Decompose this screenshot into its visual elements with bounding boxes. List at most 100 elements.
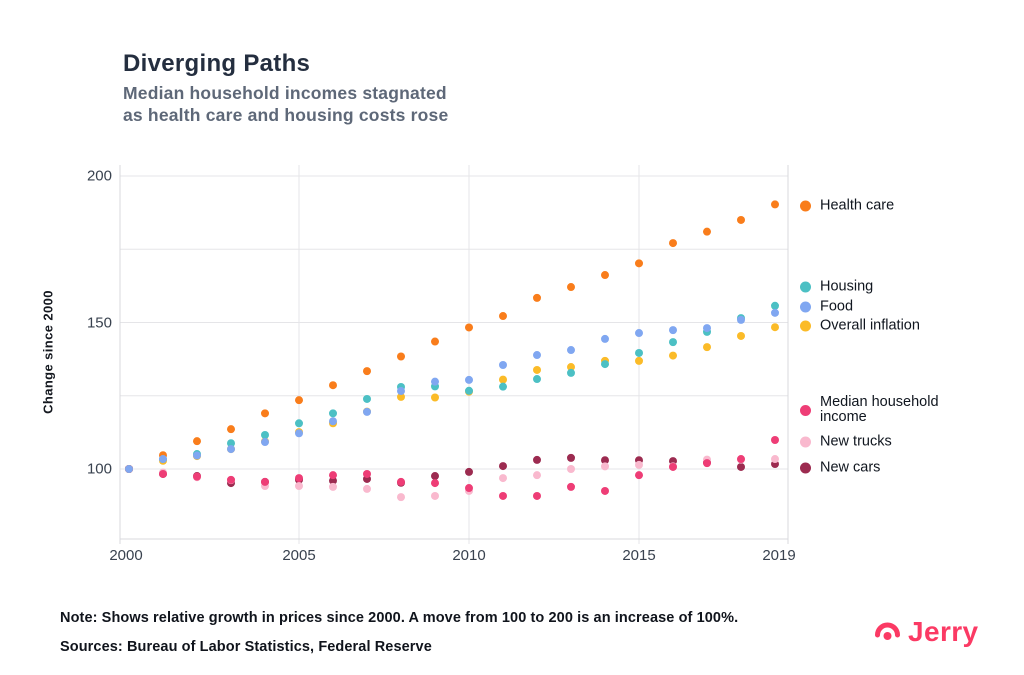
data-points	[125, 200, 779, 502]
overall-inflation-dot-icon	[800, 320, 811, 332]
food-dot-icon	[800, 301, 811, 313]
dot-housing-2007	[363, 394, 371, 403]
dot-new_trucks-2013	[567, 465, 575, 473]
dot-housing-2013	[567, 368, 575, 377]
dot-overall_inflation-2013	[567, 363, 575, 372]
chart-sources: Sources: Bureau of Labor Statistics, Fed…	[60, 639, 432, 655]
dot-new_trucks-2011	[499, 474, 507, 483]
median-income-dot-icon	[800, 404, 811, 416]
dot-housing-2010	[465, 386, 473, 395]
dot-food-2000	[125, 465, 133, 473]
dot-new_trucks-2014	[601, 462, 609, 471]
legend-item-housing: Housing	[800, 278, 874, 295]
jerry-logo: Jerry	[874, 616, 979, 648]
dot-food-2014	[601, 334, 609, 343]
dot-housing-2015	[635, 348, 643, 357]
y-tick-150: 150	[86, 314, 112, 331]
dot-median_income-2019	[771, 435, 779, 444]
dot-health_care-2003	[227, 425, 235, 434]
dot-new_cars-2011	[499, 462, 507, 471]
housing-dot-icon	[800, 281, 811, 293]
dot-median_income-2018	[737, 455, 745, 464]
dot-health_care-2014	[601, 271, 609, 280]
x-tick-2015: 2015	[622, 547, 656, 564]
dot-overall_inflation-2017	[703, 343, 711, 352]
dot-health_care-2019	[771, 200, 779, 209]
dot-health_care-2009	[431, 337, 439, 346]
dot-health_care-2005	[295, 396, 303, 405]
subtitle-line-2: as health care and housing costs rose	[123, 105, 449, 125]
legend-label: New cars	[820, 459, 881, 476]
dot-food-2013	[567, 346, 575, 355]
dot-median_income-2003	[227, 475, 235, 484]
dot-housing-2005	[295, 419, 303, 428]
dot-median_income-2001	[159, 469, 167, 478]
dot-health_care-2008	[397, 352, 405, 361]
series-median_income	[125, 435, 779, 500]
series-new_trucks	[125, 455, 779, 502]
gridlines	[120, 165, 788, 544]
dot-median_income-2007	[363, 469, 371, 478]
dot-median_income-2013	[567, 482, 575, 491]
dot-health_care-2017	[703, 227, 711, 236]
dot-food-2002	[193, 451, 201, 460]
dot-food-2008	[397, 387, 405, 396]
y-tick-100: 100	[86, 460, 112, 478]
subtitle-line-1: Median household incomes stagnated	[123, 83, 447, 103]
legend-label: Food	[820, 298, 854, 315]
dot-overall_inflation-2015	[635, 356, 643, 365]
dot-median_income-2006	[329, 471, 337, 480]
legend-item-new-cars: New cars	[800, 459, 881, 476]
series-health_care	[125, 200, 779, 473]
legend-item-overall-inflation: Overall inflation	[800, 317, 920, 334]
new-cars-dot-icon	[800, 462, 811, 474]
dot-health_care-2012	[533, 293, 541, 302]
dot-new_cars-2009	[431, 472, 439, 481]
dot-food-2017	[703, 324, 711, 333]
dot-median_income-2004	[261, 477, 269, 486]
x-tick-2005: 2005	[282, 547, 316, 564]
jerry-logo-text: Jerry	[908, 616, 979, 647]
dot-median_income-2015	[635, 471, 643, 480]
dot-overall_inflation-2008	[397, 392, 405, 401]
dot-housing-2006	[329, 409, 337, 418]
page-title: Diverging Paths	[123, 50, 311, 77]
dot-overall_inflation-2018	[737, 331, 745, 340]
health-care-dot-icon	[800, 200, 811, 212]
dot-food-2011	[499, 360, 507, 369]
dot-health_care-2018	[737, 215, 745, 224]
dot-food-2007	[363, 407, 371, 416]
dot-median_income-2009	[431, 479, 439, 488]
dot-overall_inflation-2011	[499, 375, 507, 384]
x-tick-2000: 2000	[109, 547, 143, 564]
dot-food-2018	[737, 315, 745, 324]
dot-median_income-2005	[295, 474, 303, 483]
dot-food-2005	[295, 429, 303, 438]
dot-median_income-2002	[193, 472, 201, 481]
dot-median_income-2008	[397, 477, 405, 486]
dot-new_trucks-2005	[295, 481, 303, 490]
dot-health_care-2013	[567, 283, 575, 292]
series-housing	[125, 301, 779, 473]
legend-label: Overall inflation	[820, 317, 920, 334]
dot-health_care-2010	[465, 323, 473, 332]
dot-food-2016	[669, 326, 677, 335]
series-overall_inflation	[125, 323, 779, 473]
dot-housing-2011	[499, 382, 507, 391]
dot-median_income-2011	[499, 491, 507, 500]
dot-housing-2012	[533, 375, 541, 384]
dot-overall_inflation-2019	[771, 323, 779, 332]
x-tick-2019: 2019	[762, 547, 796, 564]
dot-food-2015	[635, 329, 643, 338]
dot-new_trucks-2009	[431, 491, 439, 500]
dot-median_income-2012	[533, 491, 541, 500]
dot-food-2004	[261, 438, 269, 447]
dot-health_care-2016	[669, 239, 677, 248]
dot-food-2006	[329, 417, 337, 426]
legend-label: Housing	[820, 278, 874, 295]
dot-new_cars-2010	[465, 467, 473, 476]
dot-health_care-2002	[193, 437, 201, 446]
x-tick-2010: 2010	[452, 547, 486, 564]
legend-item-median-household-income: Median household income	[800, 395, 962, 425]
